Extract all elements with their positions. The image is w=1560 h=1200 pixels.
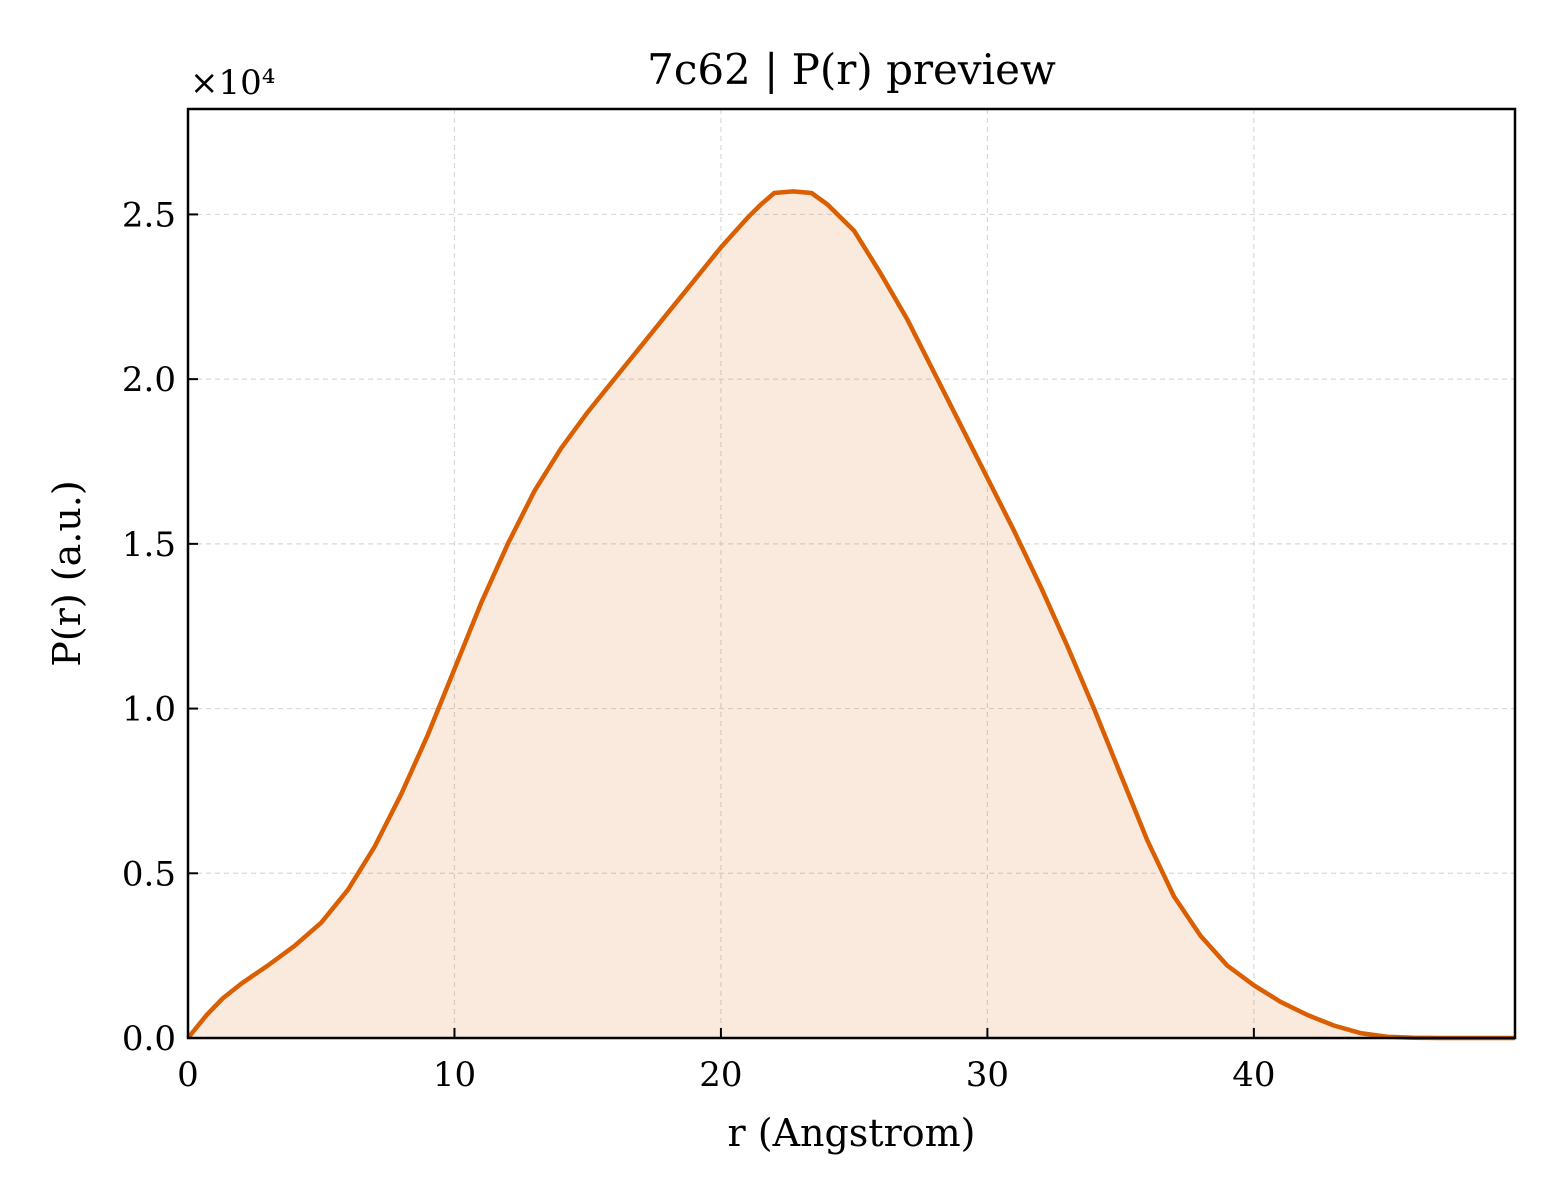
y-tick-label: 1.5	[122, 525, 176, 565]
y-axis-label: P(r) (a.u.)	[45, 480, 89, 666]
y-offset-label: ×10⁴	[190, 63, 275, 103]
series-line	[186, 189, 1515, 1041]
plot-frame	[186, 107, 1517, 1040]
ticks: 0 10 20 30 40 0.0 0.5 1.0 1.5 2.0 2.5	[122, 195, 1276, 1095]
series-area	[188, 191, 1515, 1038]
y-tick-label: 0.5	[122, 854, 176, 894]
chart-title: 7c62 | P(r) preview	[647, 45, 1056, 94]
y-tick-label: 2.5	[122, 195, 176, 235]
x-tick-label: 0	[177, 1055, 199, 1095]
y-tick-label: 0.0	[122, 1019, 176, 1059]
x-tick-label: 10	[433, 1055, 476, 1095]
x-tick-label: 20	[699, 1055, 742, 1095]
x-tick-label: 30	[966, 1055, 1009, 1095]
y-tick-label: 2.0	[122, 360, 176, 400]
x-axis-label: r (Angstrom)	[728, 1111, 976, 1155]
grid	[188, 109, 1515, 1038]
y-tick-label: 1.0	[122, 690, 176, 730]
x-tick-label: 40	[1232, 1055, 1275, 1095]
